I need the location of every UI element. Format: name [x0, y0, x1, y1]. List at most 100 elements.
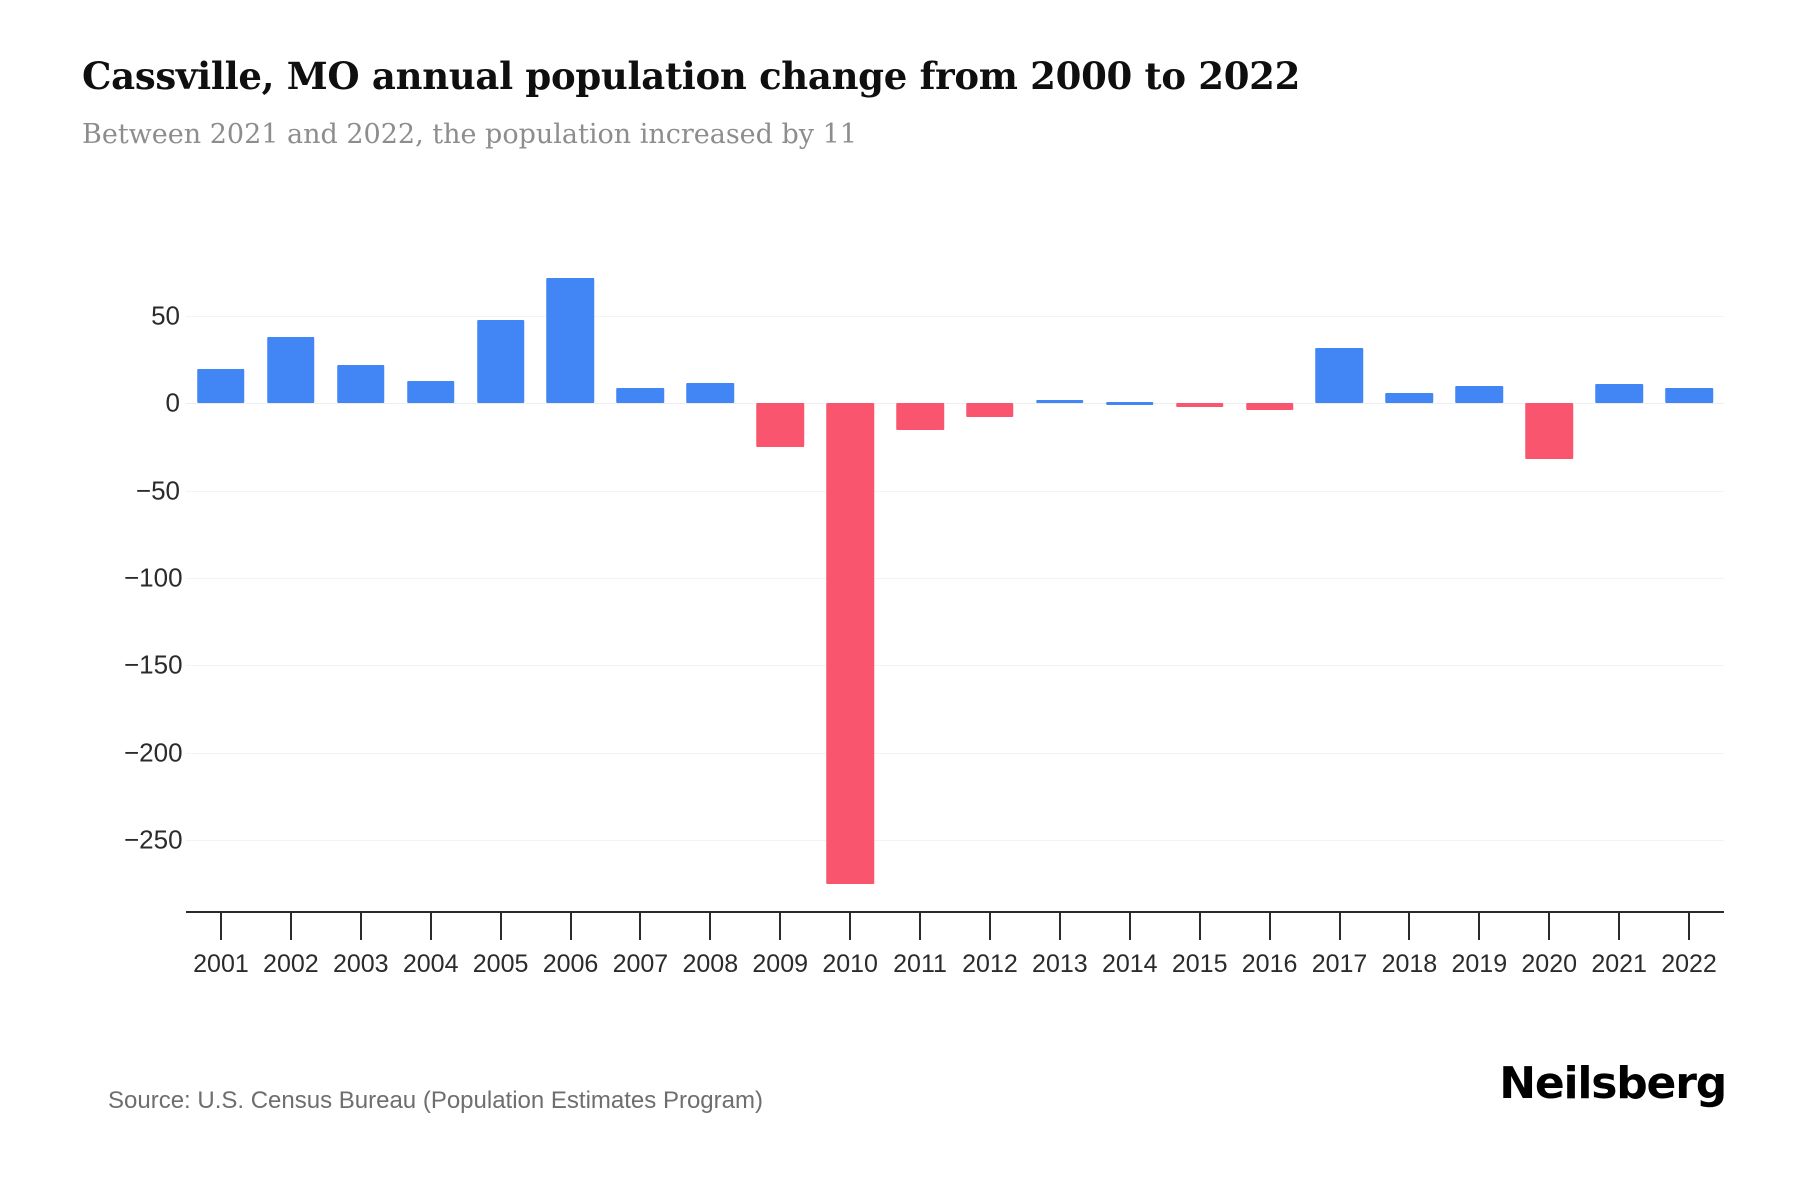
bar-2017[interactable] — [1315, 347, 1364, 404]
x-axis-tick-label-2009: 2009 — [752, 950, 809, 978]
bar-slot — [605, 255, 675, 910]
y-axis-tick-label: 0 — [165, 387, 180, 418]
gridline-0 — [186, 403, 1724, 405]
bar-slot — [745, 255, 815, 910]
x-axis-tick — [1058, 911, 1061, 940]
x-axis-tick-label-2019: 2019 — [1451, 950, 1508, 978]
gridline-neg100 — [186, 578, 1724, 580]
x-axis-tick-label-2018: 2018 — [1381, 950, 1438, 978]
bar-2013[interactable] — [1036, 399, 1084, 404]
bar-slot — [536, 255, 606, 910]
gridline-50 — [186, 316, 1724, 318]
bar-slot — [1654, 255, 1724, 910]
x-axis-tick — [429, 911, 432, 940]
x-axis-tick-label-2008: 2008 — [682, 950, 739, 978]
source-note: Source: U.S. Census Bureau (Population E… — [108, 1087, 763, 1114]
bar-2022[interactable] — [1665, 387, 1713, 404]
x-axis-line — [186, 911, 1724, 913]
bar-2008[interactable] — [686, 382, 735, 404]
bar-2014[interactable] — [1106, 401, 1154, 405]
x-axis-tick-label-2022: 2022 — [1661, 950, 1717, 978]
bar-slot — [466, 255, 536, 910]
y-axis-tick-label: −200 — [124, 737, 183, 768]
bar-slot — [885, 255, 955, 910]
x-axis-tick — [359, 911, 362, 940]
bar-2005[interactable] — [476, 319, 525, 404]
bar-slot — [1584, 255, 1654, 910]
bar-slot — [815, 255, 885, 910]
x-axis-tick — [849, 911, 852, 940]
x-axis-tick — [1268, 911, 1271, 940]
x-axis-tick-label-2014: 2014 — [1101, 950, 1158, 978]
x-axis-tick — [988, 911, 991, 940]
bar-slot — [1165, 255, 1235, 910]
x-axis-tick — [499, 911, 502, 940]
x-axis-tick — [1548, 911, 1551, 940]
bar-slot — [1305, 255, 1375, 910]
x-axis-tick-label-2004: 2004 — [402, 950, 459, 978]
x-axis-tick — [639, 911, 642, 940]
bar-slot — [186, 255, 256, 910]
x-axis-tick-label-2012: 2012 — [962, 950, 1018, 978]
bar-slot — [1514, 255, 1584, 910]
bar-slot — [1444, 255, 1514, 910]
bar-2015[interactable] — [1175, 403, 1224, 407]
gridline-neg200 — [186, 752, 1724, 754]
bar-2010[interactable] — [826, 403, 874, 884]
bar-2019[interactable] — [1455, 386, 1504, 404]
x-axis-tick — [779, 911, 782, 940]
x-axis-tick — [569, 911, 572, 940]
bar-2012[interactable] — [966, 403, 1014, 418]
x-axis-tick — [1688, 911, 1691, 940]
x-axis-tick — [219, 911, 222, 940]
x-axis-tick-label-2005: 2005 — [472, 950, 529, 978]
x-axis-tick — [919, 911, 922, 940]
bar-2007[interactable] — [616, 387, 665, 404]
bar-slot — [675, 255, 745, 910]
bar-2002[interactable] — [267, 337, 315, 404]
page-title: Cassville, MO annual population change f… — [82, 54, 1301, 98]
x-axis-tick — [709, 911, 712, 940]
bar-2006[interactable] — [546, 277, 595, 404]
x-axis-tick-label-2020: 2020 — [1521, 950, 1578, 978]
bars-layer — [186, 255, 1724, 910]
bar-2003[interactable] — [337, 365, 385, 404]
x-axis-tick-label-2010: 2010 — [822, 950, 878, 978]
bar-2009[interactable] — [756, 403, 804, 448]
bar-slot — [1025, 255, 1095, 910]
x-axis-tick-label-2017: 2017 — [1311, 950, 1368, 978]
x-axis-tick-label-2006: 2006 — [542, 950, 599, 978]
bar-slot — [1235, 255, 1305, 910]
x-axis-tick-label-2002: 2002 — [263, 950, 319, 978]
bar-2001[interactable] — [197, 368, 245, 404]
x-axis-tick-label-2007: 2007 — [612, 950, 669, 978]
x-axis-tick-label-2003: 2003 — [332, 950, 389, 978]
y-axis-tick-label: −100 — [124, 562, 183, 593]
x-axis-tick — [289, 911, 292, 940]
bar-2018[interactable] — [1385, 392, 1434, 404]
y-axis-tick-label: 50 — [151, 300, 180, 331]
bar-2016[interactable] — [1245, 403, 1294, 411]
x-axis-tick-label-2013: 2013 — [1032, 950, 1088, 978]
bar-2004[interactable] — [406, 380, 455, 404]
x-axis-tick-label-2015: 2015 — [1171, 950, 1228, 978]
bar-2021[interactable] — [1595, 384, 1643, 404]
chart-plot-area: 50 0 −50 −100 −150 −200 −250 — [124, 255, 1724, 910]
x-axis-tick-label-2011: 2011 — [893, 950, 947, 978]
bar-slot — [396, 255, 466, 910]
bar-slot — [326, 255, 396, 910]
y-axis-tick-label: −250 — [124, 824, 183, 855]
x-axis-tick — [1478, 911, 1481, 940]
bar-2020[interactable] — [1525, 403, 1573, 460]
y-axis-tick-label: −150 — [124, 649, 183, 680]
gridline-neg150 — [186, 665, 1724, 667]
bar-slot — [955, 255, 1025, 910]
gridline-neg250 — [186, 840, 1724, 842]
bar-2011[interactable] — [896, 403, 944, 430]
x-axis-tick-label-2021: 2021 — [1591, 950, 1647, 978]
chart-header: Cassville, MO annual population change f… — [82, 52, 1722, 153]
x-axis-tick — [1408, 911, 1411, 940]
bar-slot — [1374, 255, 1444, 910]
x-axis-tick-label-2001: 2001 — [193, 950, 249, 978]
